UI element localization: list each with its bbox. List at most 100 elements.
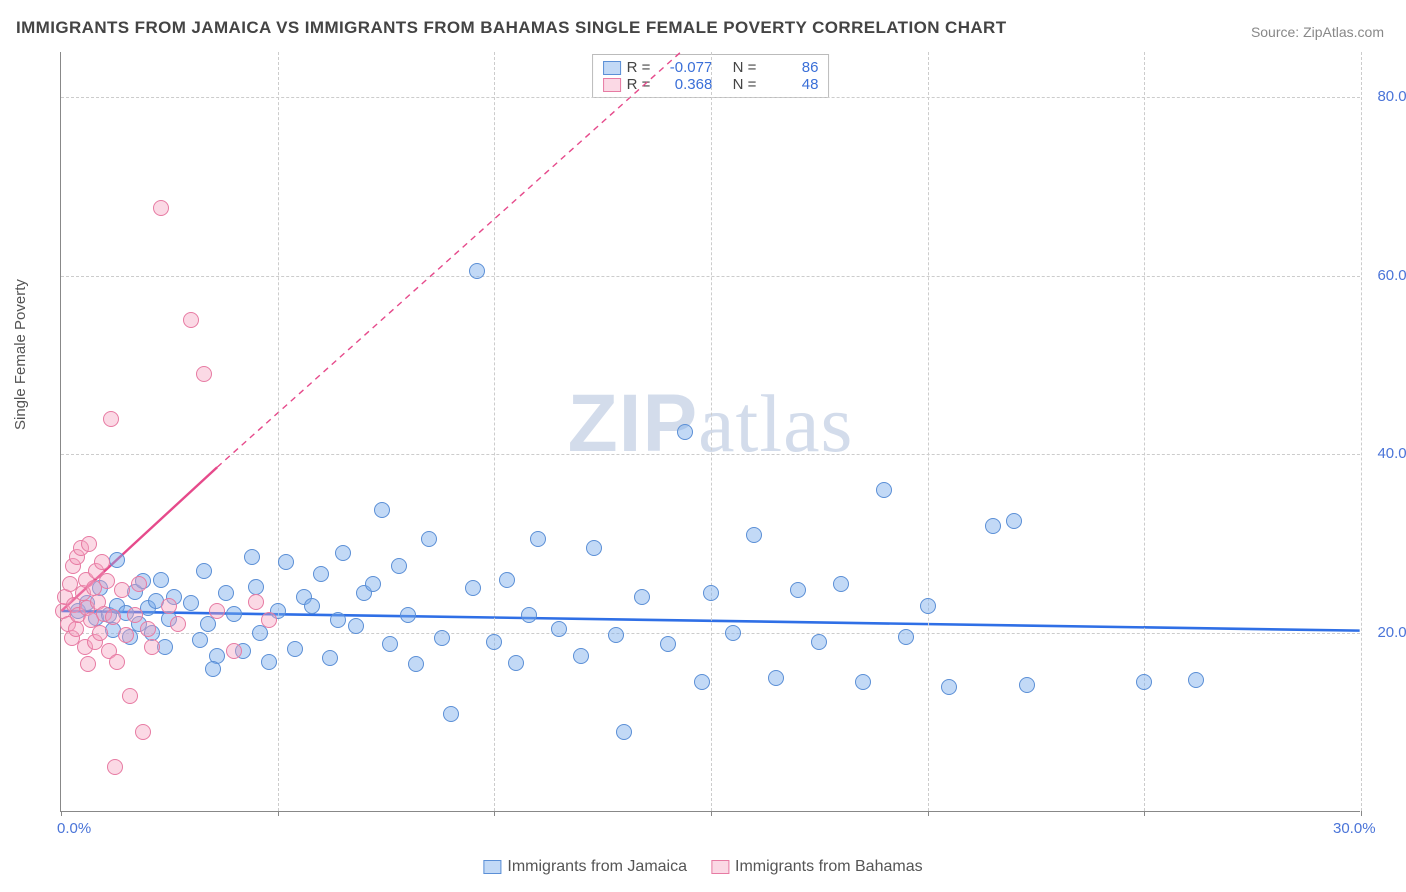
data-point-jamaica bbox=[200, 616, 216, 632]
data-point-bahamas bbox=[127, 607, 143, 623]
data-point-jamaica bbox=[183, 595, 199, 611]
legend-label: Immigrants from Jamaica bbox=[507, 858, 687, 876]
data-point-jamaica bbox=[703, 585, 719, 601]
data-point-jamaica bbox=[1019, 677, 1035, 693]
data-point-bahamas bbox=[109, 654, 125, 670]
data-point-jamaica bbox=[304, 598, 320, 614]
data-point-jamaica bbox=[1136, 674, 1152, 690]
n-value: 48 bbox=[762, 76, 818, 93]
r-value: -0.077 bbox=[656, 59, 712, 76]
data-point-bahamas bbox=[248, 594, 264, 610]
data-point-bahamas bbox=[92, 625, 108, 641]
data-point-bahamas bbox=[131, 576, 147, 592]
data-point-jamaica bbox=[205, 661, 221, 677]
data-point-jamaica bbox=[551, 621, 567, 637]
source-credit: Source: ZipAtlas.com bbox=[1251, 24, 1384, 40]
data-point-bahamas bbox=[118, 627, 134, 643]
data-point-jamaica bbox=[196, 563, 212, 579]
data-point-jamaica bbox=[790, 582, 806, 598]
data-point-jamaica bbox=[1188, 672, 1204, 688]
data-point-bahamas bbox=[103, 411, 119, 427]
data-point-jamaica bbox=[109, 552, 125, 568]
data-point-jamaica bbox=[365, 576, 381, 592]
scatter-plot: ZIPatlas R = -0.077 N = 86 R = 0.368 N =… bbox=[60, 52, 1360, 812]
data-point-jamaica bbox=[855, 674, 871, 690]
data-point-jamaica bbox=[920, 598, 936, 614]
data-point-bahamas bbox=[196, 366, 212, 382]
data-point-bahamas bbox=[114, 582, 130, 598]
data-point-bahamas bbox=[99, 573, 115, 589]
data-point-bahamas bbox=[94, 554, 110, 570]
data-point-jamaica bbox=[898, 629, 914, 645]
data-point-jamaica bbox=[768, 670, 784, 686]
data-point-jamaica bbox=[382, 636, 398, 652]
data-point-jamaica bbox=[530, 531, 546, 547]
swatch-blue-icon bbox=[483, 860, 501, 874]
data-point-jamaica bbox=[313, 566, 329, 582]
data-point-jamaica bbox=[421, 531, 437, 547]
data-point-jamaica bbox=[248, 579, 264, 595]
series-legend: Immigrants from Jamaica Immigrants from … bbox=[483, 858, 922, 876]
x-tick-label: 30.0% bbox=[1333, 820, 1376, 837]
data-point-bahamas bbox=[226, 643, 242, 659]
data-point-jamaica bbox=[322, 650, 338, 666]
data-point-jamaica bbox=[261, 654, 277, 670]
y-tick-label: 60.0% bbox=[1368, 267, 1406, 284]
data-point-jamaica bbox=[876, 482, 892, 498]
data-point-jamaica bbox=[153, 572, 169, 588]
data-point-jamaica bbox=[694, 674, 710, 690]
data-point-jamaica bbox=[469, 263, 485, 279]
data-point-jamaica bbox=[660, 636, 676, 652]
n-value: 86 bbox=[762, 59, 818, 76]
data-point-jamaica bbox=[634, 589, 650, 605]
data-point-jamaica bbox=[192, 632, 208, 648]
chart-title: IMMIGRANTS FROM JAMAICA VS IMMIGRANTS FR… bbox=[16, 18, 1007, 38]
data-point-bahamas bbox=[140, 621, 156, 637]
data-point-jamaica bbox=[400, 607, 416, 623]
n-label: N = bbox=[733, 59, 757, 76]
y-axis-label: Single Female Poverty bbox=[12, 279, 29, 430]
data-point-bahamas bbox=[135, 724, 151, 740]
data-point-jamaica bbox=[330, 612, 346, 628]
data-point-jamaica bbox=[573, 648, 589, 664]
legend-item-bahamas: Immigrants from Bahamas bbox=[711, 858, 923, 876]
y-tick-label: 80.0% bbox=[1368, 88, 1406, 105]
data-point-jamaica bbox=[608, 627, 624, 643]
data-point-jamaica bbox=[443, 706, 459, 722]
data-point-jamaica bbox=[499, 572, 515, 588]
data-point-bahamas bbox=[153, 200, 169, 216]
data-point-jamaica bbox=[811, 634, 827, 650]
data-point-jamaica bbox=[226, 606, 242, 622]
swatch-pink-icon bbox=[711, 860, 729, 874]
data-point-jamaica bbox=[348, 618, 364, 634]
data-point-jamaica bbox=[244, 549, 260, 565]
data-point-jamaica bbox=[391, 558, 407, 574]
y-tick-label: 40.0% bbox=[1368, 445, 1406, 462]
data-point-jamaica bbox=[616, 724, 632, 740]
data-point-bahamas bbox=[122, 688, 138, 704]
data-point-bahamas bbox=[261, 612, 277, 628]
data-point-bahamas bbox=[144, 639, 160, 655]
data-point-jamaica bbox=[335, 545, 351, 561]
y-tick-label: 20.0% bbox=[1368, 624, 1406, 641]
data-point-jamaica bbox=[374, 502, 390, 518]
data-point-jamaica bbox=[833, 576, 849, 592]
source-link[interactable]: ZipAtlas.com bbox=[1303, 24, 1384, 40]
data-point-bahamas bbox=[80, 656, 96, 672]
data-point-jamaica bbox=[586, 540, 602, 556]
data-point-jamaica bbox=[252, 625, 268, 641]
data-point-bahamas bbox=[183, 312, 199, 328]
data-point-jamaica bbox=[521, 607, 537, 623]
data-point-bahamas bbox=[170, 616, 186, 632]
data-point-jamaica bbox=[677, 424, 693, 440]
data-point-jamaica bbox=[408, 656, 424, 672]
data-point-jamaica bbox=[941, 679, 957, 695]
data-point-bahamas bbox=[161, 598, 177, 614]
data-point-bahamas bbox=[105, 609, 121, 625]
legend-label: Immigrants from Bahamas bbox=[735, 858, 923, 876]
data-point-jamaica bbox=[287, 641, 303, 657]
data-point-jamaica bbox=[746, 527, 762, 543]
legend-item-jamaica: Immigrants from Jamaica bbox=[483, 858, 687, 876]
data-point-jamaica bbox=[434, 630, 450, 646]
r-label: R = bbox=[627, 59, 651, 76]
